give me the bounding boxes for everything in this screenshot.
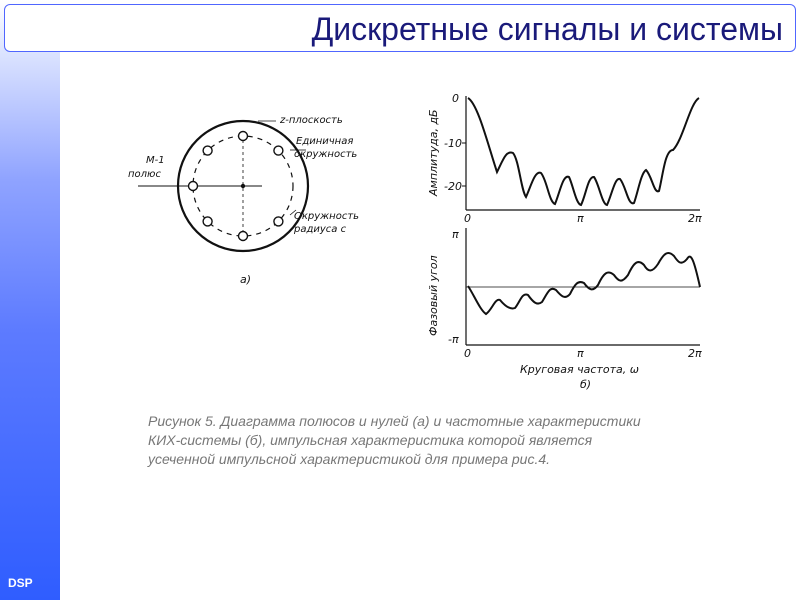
phase-x-tick-2pi: 2π [688,347,702,360]
pole-label-1: M-1 [146,155,165,166]
radius-circle-label-2: радиуса c [293,224,347,235]
pole-label-2: полюс [128,169,161,180]
pole-marker [240,183,246,189]
z-plane-label: z-плоскость [279,115,343,126]
amplitude-curve [467,97,700,207]
caption-line-2: КИХ-системы (б), импульсная характеристи… [148,432,593,448]
phase-tick-pi: π [452,228,459,241]
panel-b-label: б) [580,378,591,391]
pole-zero-diagram: z-плоскость Единичная окружность M-1 пол… [128,115,359,286]
zero-marker [273,216,284,227]
zero-marker [187,180,199,192]
radius-circle-label-1: Окружность [294,211,359,222]
slide-title: Дискретные сигналы и системы [311,11,783,47]
zero-marker [202,145,213,156]
amp-x-tick-0: 0 [464,212,471,225]
title-bar: Дискретные сигналы и системы [4,4,796,52]
amp-x-tick-2pi: 2π [688,212,702,225]
zeros-group [187,130,284,242]
zero-marker [237,230,249,242]
x-axis-label: Круговая частота, ω [520,363,639,376]
phase-x-tick-0: 0 [464,347,471,360]
amp-x-tick-pi: π [577,212,584,225]
phase-curve [467,251,701,316]
caption-line-3: усеченной импульсной характеристикой для… [148,451,551,467]
phase-tick-minus-pi: -π [448,333,459,346]
amplitude-axis-label: Амплитуда, дБ [427,109,440,197]
radius-circle [192,135,294,237]
caption-line-1: Рисунок 5. Диаграмма полюсов и нулей (а)… [148,413,641,429]
phase-x-tick-pi: π [577,347,584,360]
figure-caption: Рисунок 5. Диаграмма полюсов и нулей (а)… [148,412,748,469]
radius-circle-leader [289,209,297,216]
unit-circle-label-2: окружность [294,149,357,160]
unit-circle-label-1: Единичная [296,136,353,147]
zero-marker [237,130,249,142]
panel-a-label: а) [240,273,251,286]
amp-tick-0: 0 [452,92,459,105]
zero-marker [202,216,213,227]
footer-label: DSP [8,576,33,590]
zero-marker [273,145,284,156]
sidebar-gradient: DSP [0,0,60,600]
frequency-response: 0 -10 -20 Амплитуда, дБ 0 π 2π π -π Фазо… [427,92,702,391]
amp-tick-label-minus10: -10 [444,137,462,150]
phase-axis-label: Фазовый угол [427,255,440,336]
amp-tick-label-minus20: -20 [444,180,462,193]
